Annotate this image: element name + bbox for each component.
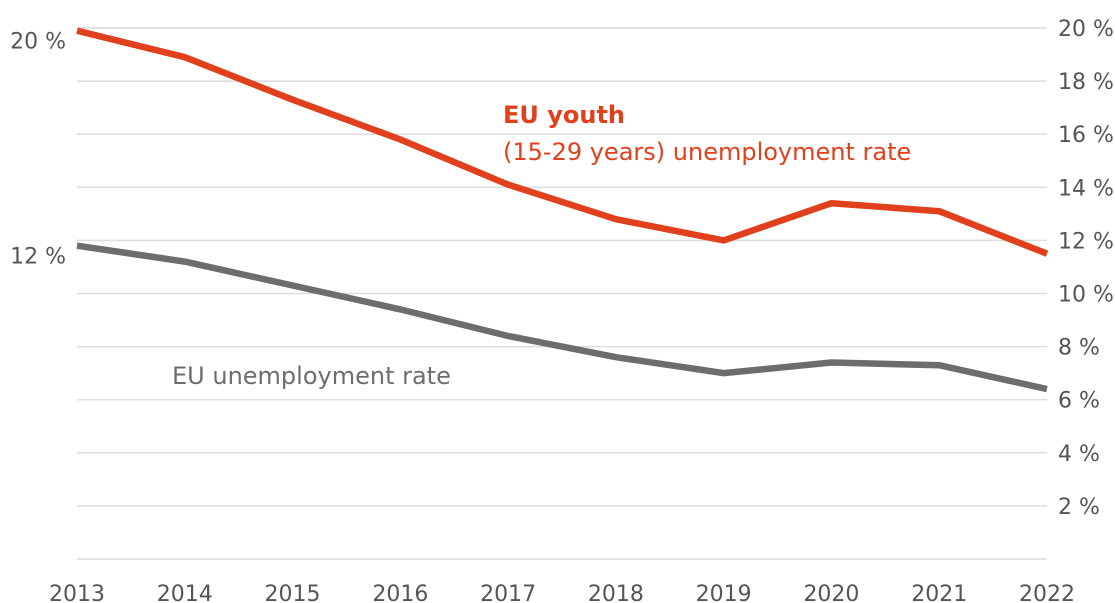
y-tick-label-left: 20 % <box>10 30 66 55</box>
x-axis-ticks: 2013 2014 2015 2016 2017 2018 2019 2020 2021 2022 <box>49 582 1075 603</box>
x-tick-label: 2014 <box>157 582 213 603</box>
x-tick-label: 2013 <box>49 582 105 603</box>
x-tick-label: 2015 <box>265 582 321 603</box>
y-axis-right-ticks: 2 % 4 % 6 % 8 % 10 % 12 % 14 % 16 % 18 % 20 % <box>1058 17 1114 520</box>
series-label-eu: EU unemployment rate <box>172 362 451 390</box>
series-line-eu <box>76 242 1048 393</box>
series-label-youth-line2: (15-29 years) unemployment rate <box>503 138 911 166</box>
x-tick-label: 2020 <box>803 582 859 603</box>
series-label-youth-line1: EU youth <box>503 101 625 129</box>
y-axis-left-ticks: 12 % 20 % <box>10 30 66 270</box>
y-tick-label-right: 12 % <box>1058 229 1114 254</box>
y-tick-label-right: 20 % <box>1058 17 1114 42</box>
x-tick-label: 2016 <box>372 582 428 603</box>
y-tick-label-right: 18 % <box>1058 70 1114 95</box>
series-line-youth <box>76 27 1049 257</box>
x-tick-label: 2021 <box>911 582 967 603</box>
x-tick-label: 2017 <box>480 582 536 603</box>
y-tick-label-right: 16 % <box>1058 123 1114 148</box>
x-tick-label: 2018 <box>588 582 644 603</box>
series-lines <box>76 27 1049 393</box>
y-tick-label-left: 12 % <box>10 245 66 270</box>
y-tick-label-right: 6 % <box>1058 389 1100 414</box>
x-tick-label: 2022 <box>1019 582 1075 603</box>
y-tick-label-right: 14 % <box>1058 176 1114 201</box>
y-tick-label-right: 8 % <box>1058 336 1100 361</box>
x-tick-label: 2019 <box>696 582 752 603</box>
y-tick-label-right: 4 % <box>1058 442 1100 467</box>
y-tick-label-right: 10 % <box>1058 283 1114 308</box>
y-tick-label-right: 2 % <box>1058 495 1100 520</box>
